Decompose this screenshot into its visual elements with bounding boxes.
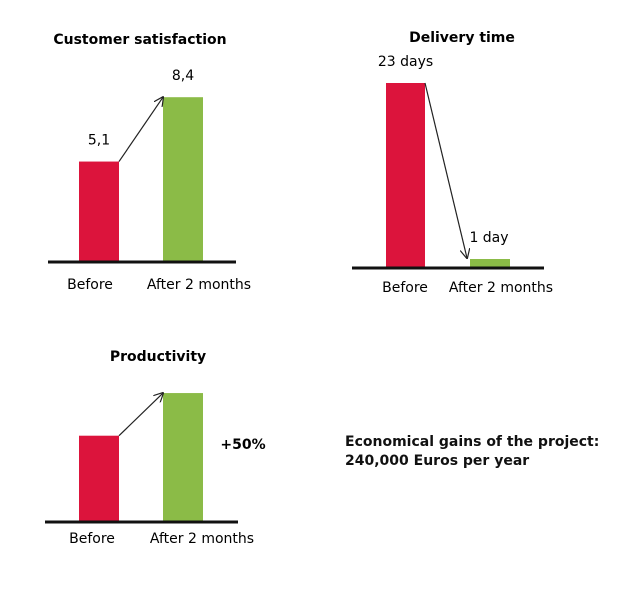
data-label-after: 8,4	[172, 68, 194, 84]
chart-delivery-time: Delivery time 23 days 1 day Before After…	[352, 30, 553, 296]
bar-before	[79, 161, 119, 261]
chart-title: Productivity	[110, 349, 206, 365]
tick-label-before: Before	[69, 531, 115, 547]
trend-arrow	[424, 82, 467, 258]
change-label: +50%	[220, 437, 265, 453]
trend-arrow	[118, 97, 163, 162]
tick-label-before: Before	[382, 280, 428, 296]
gains-line-1: Economical gains of the project:	[345, 434, 600, 450]
bar-after-2-months	[470, 259, 510, 267]
data-label-after: 1 day	[469, 230, 508, 246]
data-label-before: 5,1	[88, 133, 110, 149]
trend-arrow	[118, 393, 163, 437]
bar-after-2-months	[163, 393, 203, 521]
data-label-before: 23 days	[378, 54, 433, 70]
chart-title: Delivery time	[409, 30, 515, 46]
gains-line-2: 240,000 Euros per year	[345, 453, 530, 469]
chart-productivity: Productivity +50% Before After 2 months	[45, 349, 266, 547]
tick-label-before: Before	[67, 277, 113, 293]
tick-label-after: After 2 months	[150, 531, 254, 547]
tick-label-after: After 2 months	[147, 277, 251, 293]
bar-before	[79, 435, 119, 521]
bar-before	[386, 83, 425, 267]
chart-customer-satisfaction: Customer satisfaction 5,1 8,4 Before Aft…	[48, 32, 251, 293]
economical-gains-note: Economical gains of the project: 240,000…	[345, 433, 599, 471]
bar-after-2-months	[163, 97, 203, 261]
chart-title: Customer satisfaction	[53, 32, 226, 48]
tick-label-after: After 2 months	[449, 280, 553, 296]
